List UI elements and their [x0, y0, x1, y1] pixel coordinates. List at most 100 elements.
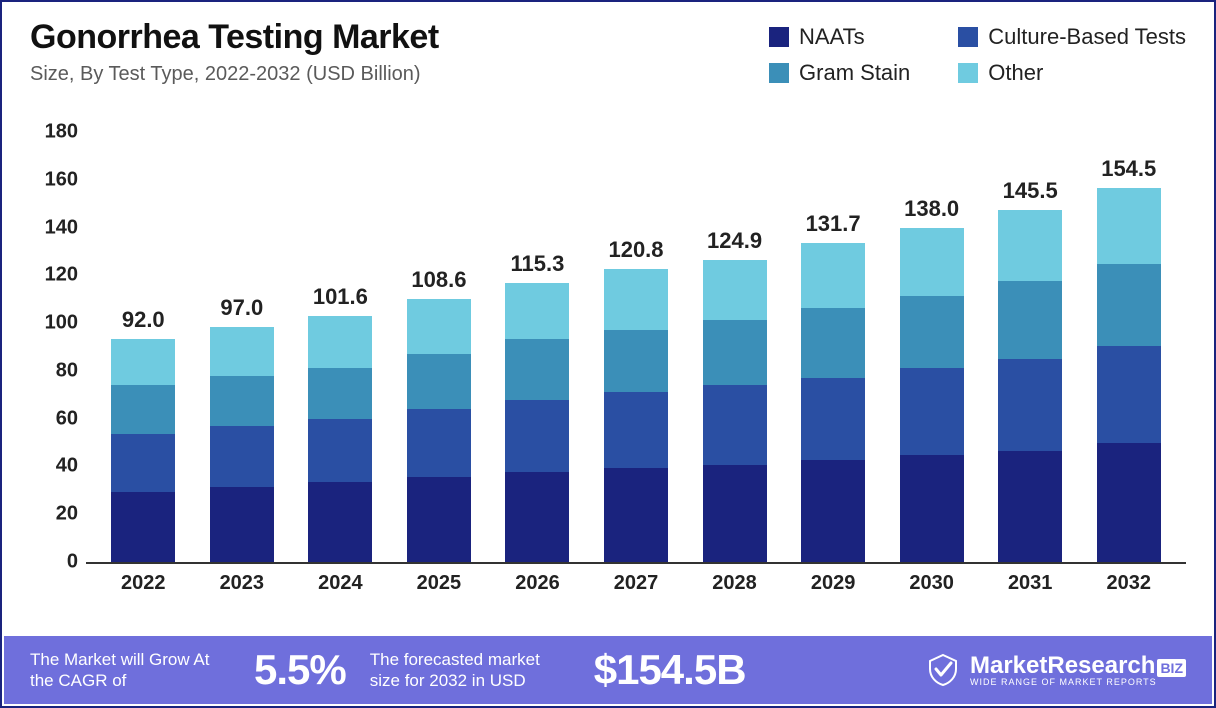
bar-total-label: 138.0 — [904, 196, 959, 222]
bar-total-label: 154.5 — [1101, 156, 1156, 182]
x-axis-labels: 2022202320242025202620272028202920302031… — [86, 564, 1186, 598]
bar-segment — [308, 482, 372, 562]
y-tick-label: 40 — [30, 455, 78, 478]
bar-segment — [998, 451, 1062, 562]
bar-segment — [801, 460, 865, 562]
bar-column: 124.9 — [685, 260, 784, 563]
legend-item: NAATs — [769, 24, 910, 50]
chart-title: Gonorrhea Testing Market — [30, 18, 439, 57]
bar-segment — [900, 368, 964, 455]
y-tick-label: 80 — [30, 359, 78, 382]
bar-segment — [407, 299, 471, 354]
logo-main-text: MarketResearch — [970, 652, 1155, 679]
bar-segment — [703, 465, 767, 562]
bar-stack — [801, 243, 865, 562]
legend-item: Other — [958, 60, 1186, 86]
bar-total-label: 108.6 — [411, 267, 466, 293]
bar-segment — [505, 339, 569, 400]
x-tick-label: 2025 — [390, 564, 489, 598]
y-tick-label: 120 — [30, 264, 78, 287]
bar-segment — [210, 426, 274, 487]
legend-item: Culture-Based Tests — [958, 24, 1186, 50]
plot-area: 92.097.0101.6108.6115.3120.8124.9131.713… — [86, 132, 1186, 564]
bar-segment — [210, 327, 274, 375]
bar-segment — [604, 392, 668, 467]
legend-label: Other — [988, 60, 1043, 86]
bar-stack — [210, 327, 274, 562]
legend-swatch — [958, 63, 978, 83]
logo-tagline: WIDE RANGE OF MARKET REPORTS — [970, 678, 1186, 687]
bar-segment — [1097, 346, 1161, 443]
x-tick-label: 2026 — [488, 564, 587, 598]
cagr-label: The Market will Grow At the CAGR of — [30, 649, 230, 692]
bar-segment — [210, 487, 274, 562]
x-tick-label: 2023 — [193, 564, 292, 598]
bar-total-label: 101.6 — [313, 284, 368, 310]
legend-label: Gram Stain — [799, 60, 910, 86]
bar-column: 138.0 — [882, 228, 981, 562]
bar-column: 108.6 — [390, 299, 489, 562]
bar-segment — [505, 283, 569, 339]
bar-segment — [111, 385, 175, 433]
y-tick-label: 100 — [30, 312, 78, 335]
bar-segment — [604, 330, 668, 393]
forecast-label: The forecasted market size for 2032 in U… — [370, 649, 570, 692]
bar-total-label: 97.0 — [220, 295, 263, 321]
bar-segment — [1097, 188, 1161, 264]
x-tick-label: 2027 — [587, 564, 686, 598]
bar-segment — [505, 400, 569, 473]
bar-stack — [998, 210, 1062, 562]
bar-column: 131.7 — [784, 243, 883, 562]
bar-segment — [703, 260, 767, 320]
bar-column: 101.6 — [291, 316, 390, 562]
chart-area: 92.097.0101.6108.6115.3120.8124.9131.713… — [30, 132, 1186, 598]
bar-total-label: 92.0 — [122, 307, 165, 333]
bar-segment — [998, 281, 1062, 359]
bar-stack — [505, 283, 569, 562]
bar-stack — [407, 299, 471, 562]
bar-stack — [111, 339, 175, 562]
logo-text: MarketResearchBIZ WIDE RANGE OF MARKET R… — [970, 654, 1186, 687]
bar-column: 92.0 — [94, 339, 193, 562]
x-tick-label: 2029 — [784, 564, 883, 598]
bar-segment — [111, 492, 175, 562]
bar-stack — [900, 228, 964, 562]
bar-segment — [407, 354, 471, 410]
legend-swatch — [958, 27, 978, 47]
bar-segment — [703, 320, 767, 385]
bar-segment — [604, 468, 668, 562]
bar-segment — [1097, 264, 1161, 346]
legend-swatch — [769, 63, 789, 83]
chart-frame: Gonorrhea Testing Market Size, By Test T… — [0, 0, 1216, 708]
bar-segment — [900, 228, 964, 296]
bar-segment — [308, 316, 372, 368]
legend-label: NAATs — [799, 24, 865, 50]
bar-total-label: 131.7 — [806, 211, 861, 237]
bar-column: 120.8 — [587, 269, 686, 562]
x-tick-label: 2024 — [291, 564, 390, 598]
logo-suffix: BIZ — [1157, 659, 1186, 677]
bar-segment — [604, 269, 668, 329]
y-tick-label: 160 — [30, 168, 78, 191]
y-tick-label: 60 — [30, 407, 78, 430]
bar-column: 97.0 — [193, 327, 292, 562]
y-tick-label: 20 — [30, 503, 78, 526]
x-tick-label: 2028 — [685, 564, 784, 598]
bar-segment — [801, 378, 865, 460]
bar-segment — [308, 368, 372, 419]
cagr-value: 5.5% — [254, 646, 346, 694]
bar-segment — [407, 409, 471, 477]
bar-column: 145.5 — [981, 210, 1080, 562]
y-tick-label: 180 — [30, 121, 78, 144]
header: Gonorrhea Testing Market Size, By Test T… — [2, 2, 1214, 86]
bar-total-label: 124.9 — [707, 228, 762, 254]
x-tick-label: 2022 — [94, 564, 193, 598]
bar-total-label: 145.5 — [1003, 178, 1058, 204]
bar-segment — [998, 210, 1062, 281]
y-tick-label: 140 — [30, 216, 78, 239]
bar-stack — [308, 316, 372, 562]
chart-subtitle: Size, By Test Type, 2022-2032 (USD Billi… — [30, 63, 439, 86]
check-shield-icon — [926, 653, 960, 687]
bar-segment — [998, 359, 1062, 451]
legend-item: Gram Stain — [769, 60, 910, 86]
